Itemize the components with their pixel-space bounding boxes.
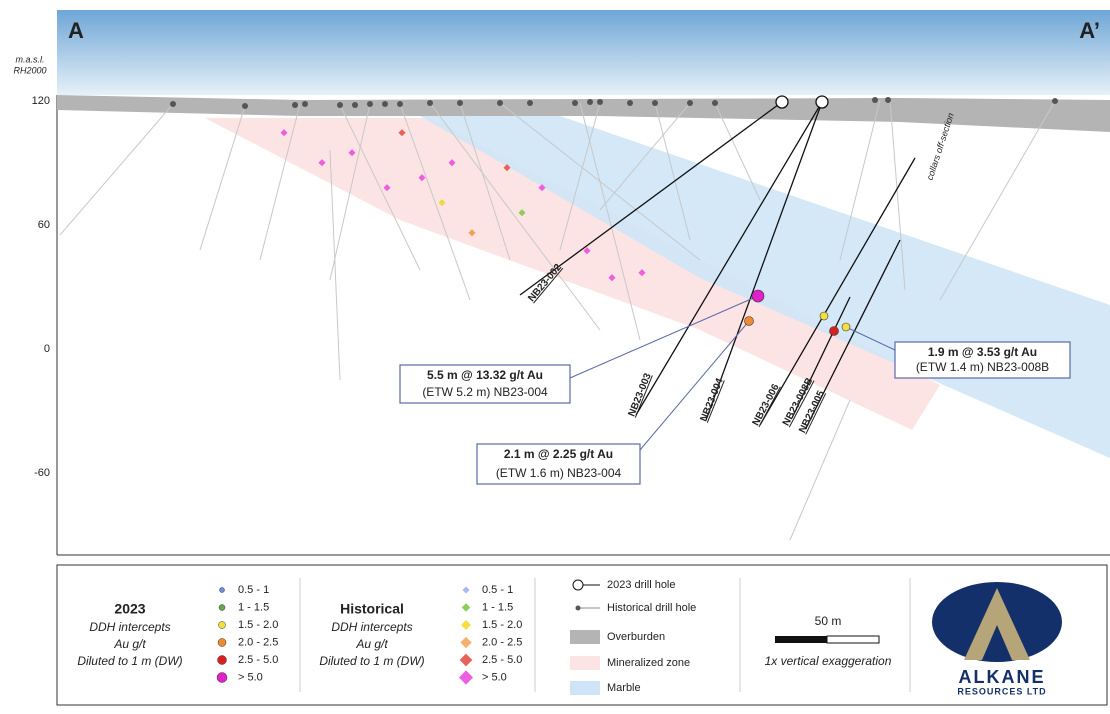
legend-class: 0.5 - 1 — [482, 584, 513, 596]
legend-group-title: 2023 — [114, 601, 145, 617]
legend-class: 2.0 - 2.5 — [482, 636, 522, 648]
legend-class: 2.5 - 5.0 — [238, 654, 278, 666]
section-start: A — [68, 18, 84, 43]
sky — [57, 10, 1110, 95]
legend-class: 2.0 - 2.5 — [238, 636, 278, 648]
legend-feature: 2023 drill hole — [607, 579, 676, 591]
legend-group-line: Au g/t — [113, 637, 146, 651]
annotation-title: 1.9 m @ 3.53 g/t Au — [928, 345, 1037, 359]
scale-label: 50 m — [815, 614, 842, 628]
legend-dot — [219, 605, 225, 611]
legend-class: 1.5 - 2.0 — [238, 619, 278, 631]
legend-class: > 5.0 — [238, 671, 263, 683]
swatch — [570, 630, 600, 644]
cross-section: A A’ m.a.s.l. RH2000 collars off-section… — [0, 0, 1110, 709]
legend-class: > 5.0 — [482, 671, 507, 683]
annotation-detail: (ETW 5.2 m) NB23-004 — [422, 385, 548, 399]
icon — [573, 580, 583, 590]
legend-feature: Overburden — [607, 631, 665, 643]
legend-class: 1 - 1.5 — [238, 601, 269, 613]
legend-dot — [219, 622, 226, 629]
legend-feature: Mineralized zone — [607, 657, 690, 669]
legend-group-line: DDH intercepts — [331, 620, 412, 634]
scale-bar — [827, 636, 879, 643]
legend-group-title: Historical — [340, 601, 404, 617]
hole-label: NB23-003 — [626, 371, 653, 418]
legend-group-line: DDH intercepts — [89, 620, 170, 634]
hole-label: NB23-006 — [751, 382, 782, 428]
icon — [576, 606, 581, 611]
logo-name: ALKANE — [959, 667, 1046, 687]
legend-dot — [218, 656, 227, 665]
swatch — [570, 656, 600, 670]
y-tick-label: 0 — [44, 343, 50, 355]
legend-class: 1.5 - 2.0 — [482, 619, 522, 631]
logo-sub: RESOURCES LTD — [957, 686, 1046, 696]
legend-class: 1 - 1.5 — [482, 601, 513, 613]
legend-class: 0.5 - 1 — [238, 584, 269, 596]
legend-dot — [218, 639, 226, 647]
legend-feature: Historical drill hole — [607, 602, 696, 614]
legend-group-line: Au g/t — [355, 637, 388, 651]
axis-label: RH2000 — [13, 65, 46, 75]
annotation-title: 5.5 m @ 13.32 g/t Au — [427, 368, 543, 382]
y-tick-label: 120 — [32, 95, 50, 107]
legend-dot — [220, 588, 225, 593]
y-tick-label: -60 — [34, 467, 50, 479]
scale-bar — [775, 636, 827, 643]
legend-class: 2.5 - 5.0 — [482, 654, 522, 666]
scale-note: 1x vertical exaggeration — [765, 654, 892, 668]
hole-label: NB23-004 — [698, 376, 725, 423]
annotation-title: 2.1 m @ 2.25 g/t Au — [504, 447, 613, 461]
section-end: A’ — [1079, 18, 1100, 43]
y-tick-label: 60 — [38, 219, 50, 231]
swatch — [570, 681, 600, 695]
legend-dot — [217, 673, 227, 683]
legend-group-line: Diluted to 1 m (DW) — [77, 654, 182, 668]
axis-label: m.a.s.l. — [15, 54, 44, 64]
annotation-detail: (ETW 1.6 m) NB23-004 — [496, 466, 622, 480]
legend-feature: Marble — [607, 682, 641, 694]
annotation-detail: (ETW 1.4 m) NB23-008B — [916, 360, 1049, 374]
legend-group-line: Diluted to 1 m (DW) — [319, 654, 424, 668]
